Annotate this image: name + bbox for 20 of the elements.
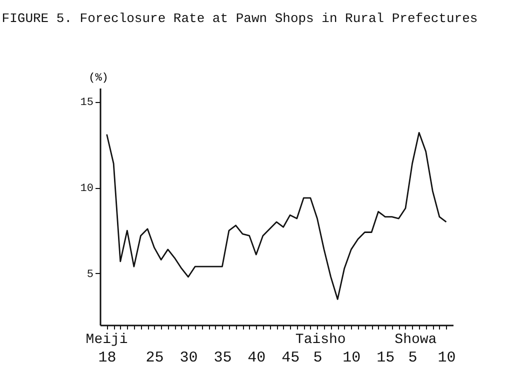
x-tick-label: 15 <box>376 350 395 366</box>
x-tick-label: 5 <box>408 350 418 366</box>
x-tick-label: 45 <box>282 350 300 366</box>
x-tick-label: 25 <box>146 350 164 366</box>
chart-title: FIGURE 5. Foreclosure Rate at Pawn Shops in Rural Prefectures <box>2 11 478 26</box>
line-series <box>106 132 447 300</box>
text: Meiji <box>86 332 128 348</box>
x-tick-label: 40 <box>248 350 266 366</box>
text: Taisho <box>295 332 346 348</box>
y-tick-label: 10 <box>80 183 94 196</box>
x-tick-label: 10 <box>342 350 361 366</box>
y-axis-title: (%) <box>88 72 108 84</box>
y-tick-label: 5 <box>86 268 94 281</box>
x-tick-label: 18 <box>98 350 116 366</box>
x-tick-label: 5 <box>313 350 322 366</box>
x-tick-label: 10 <box>438 350 456 366</box>
x-tick-label: 30 <box>180 350 198 366</box>
text: Showa <box>394 332 437 348</box>
y-tick-label: 15 <box>80 97 94 110</box>
x-tick-label: 35 <box>214 350 232 366</box>
